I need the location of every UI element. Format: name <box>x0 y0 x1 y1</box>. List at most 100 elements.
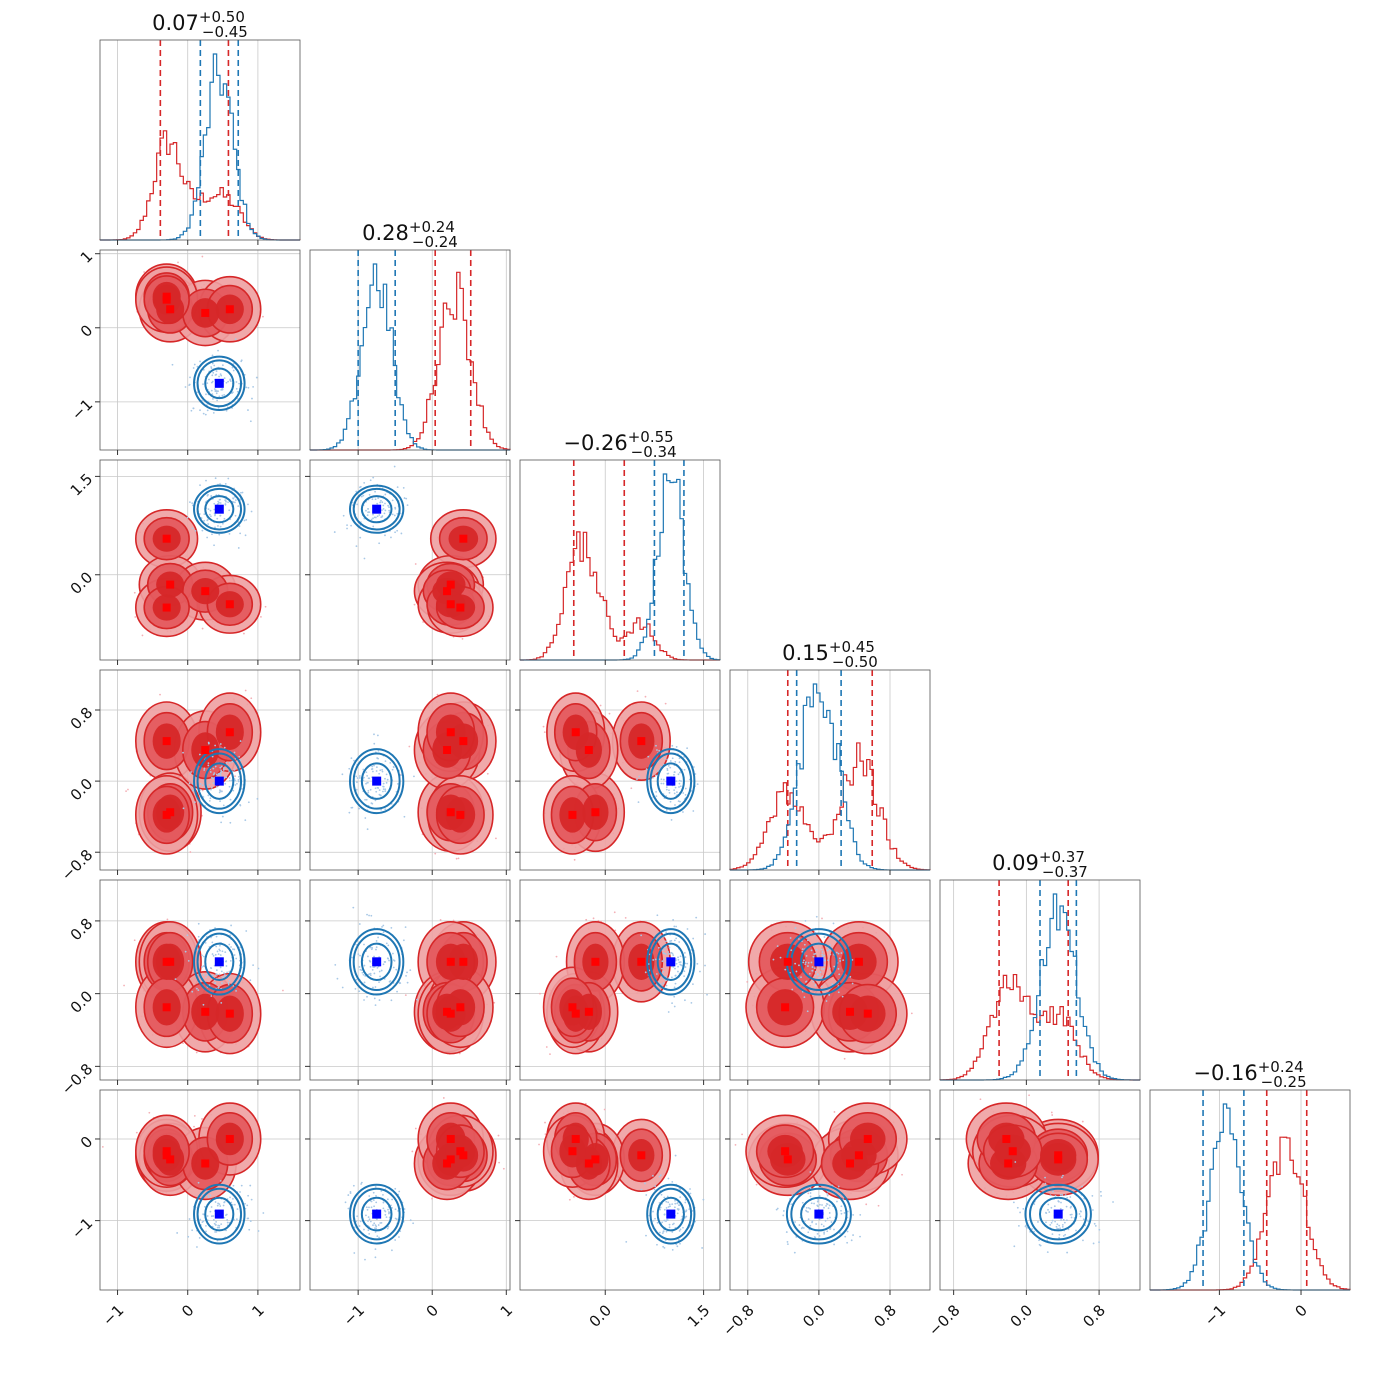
blue-sample-dot <box>211 953 214 955</box>
blue-sample-dot <box>233 954 236 956</box>
scatter-panel <box>515 879 721 1085</box>
blue-sample-dot <box>364 798 366 801</box>
blue-sample-dot <box>188 782 191 785</box>
blue-sample-dot <box>388 959 390 962</box>
blue-sample-dot <box>250 510 253 513</box>
blue-sample-dot <box>377 1224 380 1226</box>
blue-sample-dot <box>336 977 339 980</box>
blue-sample-dot <box>363 481 366 484</box>
blue-sample-dot <box>391 1249 393 1252</box>
blue-sample-dot <box>189 773 192 775</box>
blue-sample-dot <box>821 1204 823 1206</box>
blue-sample-dot <box>636 778 638 781</box>
blue-sample-dot <box>815 948 818 951</box>
blue-sample-dot <box>347 1207 350 1210</box>
blue-sample-dot <box>382 1193 384 1196</box>
blue-sample-dot <box>232 497 235 500</box>
blue-sample-dot <box>376 502 379 505</box>
blue-sample-dot <box>840 1212 843 1215</box>
blue-sample-dot <box>391 768 394 771</box>
blue-sample-dot <box>683 970 686 973</box>
blue-sample-dot <box>348 811 351 814</box>
red-sample-dot <box>434 852 437 855</box>
blue-sample-dot <box>667 951 670 953</box>
red-sample-dot <box>549 1053 551 1056</box>
blue-sample-dot <box>391 513 394 516</box>
red-sample-dot <box>134 616 137 618</box>
blue-contour-line <box>204 762 235 800</box>
y-tick-label: 0 <box>77 321 96 340</box>
blue-sample-dot <box>198 513 201 515</box>
blue-sample-dot <box>205 976 207 979</box>
red-mode-marker <box>456 1147 465 1156</box>
blue-sample-dot <box>251 397 253 400</box>
blue-sample-dot <box>216 399 219 402</box>
blue-sample-dot <box>218 498 221 501</box>
blue-sample-dot <box>704 933 707 935</box>
blue-sample-dot <box>793 1251 796 1254</box>
red-mode-marker <box>201 1007 210 1016</box>
blue-sample-dot <box>207 1194 209 1197</box>
blue-sample-dot <box>828 1212 831 1214</box>
blue-sample-dot <box>382 790 384 793</box>
panel-title: 0.28+0.24 −0.24 <box>362 218 458 251</box>
red-sample-dot <box>457 857 460 860</box>
blue-sample-dot <box>194 801 196 804</box>
scatter-panel <box>305 879 511 1085</box>
blue-sample-dot <box>381 515 384 517</box>
blue-sample-dot <box>673 925 676 928</box>
blue-sample-dot <box>220 770 223 773</box>
blue-sample-dot <box>383 1209 386 1212</box>
blue-sample-dot <box>206 409 209 412</box>
blue-sample-dot <box>231 366 234 369</box>
blue-sample-dot <box>234 501 236 504</box>
blue-sample-dot <box>219 800 221 803</box>
blue-sample-dot <box>816 973 819 976</box>
axes-frame <box>519 459 721 661</box>
median-value: 0.09 <box>992 851 1039 875</box>
blue-sample-dot <box>216 973 219 976</box>
red-mode-marker <box>443 746 452 754</box>
blue-sample-dot <box>219 944 221 947</box>
blue-sample-dot <box>233 948 236 951</box>
red-mode-marker <box>443 587 452 596</box>
blue-sample-dot <box>200 517 203 519</box>
blue-sample-dot <box>818 1203 821 1206</box>
blue-sample-dot <box>678 941 681 943</box>
blue-sample-dot <box>380 499 382 502</box>
blue-sample-dot <box>373 997 376 1000</box>
blue-sample-dot <box>372 476 375 479</box>
blue-sample-dot <box>223 1201 226 1204</box>
blue-sample-dot <box>394 1208 397 1211</box>
blue-sample-dot <box>396 512 399 515</box>
blue-sample-dot <box>247 386 250 389</box>
blue-sample-dot <box>199 484 201 487</box>
blue-sample-dot <box>807 965 809 967</box>
blue-sample-dot <box>225 776 228 779</box>
red-sample-dot <box>542 725 545 728</box>
blue-sample-dot <box>652 1219 655 1222</box>
y-tick-label: −0.8 <box>58 846 96 884</box>
blue-sample-dot <box>809 1195 812 1198</box>
blue-sample-dot <box>237 780 240 783</box>
blue-sample-dot <box>406 971 408 974</box>
blue-sample-dot <box>782 1210 785 1212</box>
blue-sample-dot <box>850 1239 853 1242</box>
red-sample-dot <box>159 693 161 696</box>
blue-sample-dot <box>831 983 834 986</box>
blue-sample-dot <box>670 939 673 942</box>
blue-sample-dot <box>223 972 225 975</box>
blue-sample-dot <box>215 785 218 788</box>
blue-sample-dot <box>378 542 381 545</box>
blue-sample-dot <box>381 768 383 771</box>
blue-sample-dot <box>384 788 387 791</box>
blue-sample-dot <box>363 964 366 967</box>
blue-sample-dot <box>239 1191 241 1193</box>
blue-sample-dot <box>679 963 682 966</box>
red-sample-dot <box>603 1108 606 1111</box>
blue-sample-dot <box>207 741 210 744</box>
blue-sample-dot <box>229 1196 231 1199</box>
blue-sample-dot <box>182 807 185 810</box>
blue-sample-dot <box>382 931 385 934</box>
